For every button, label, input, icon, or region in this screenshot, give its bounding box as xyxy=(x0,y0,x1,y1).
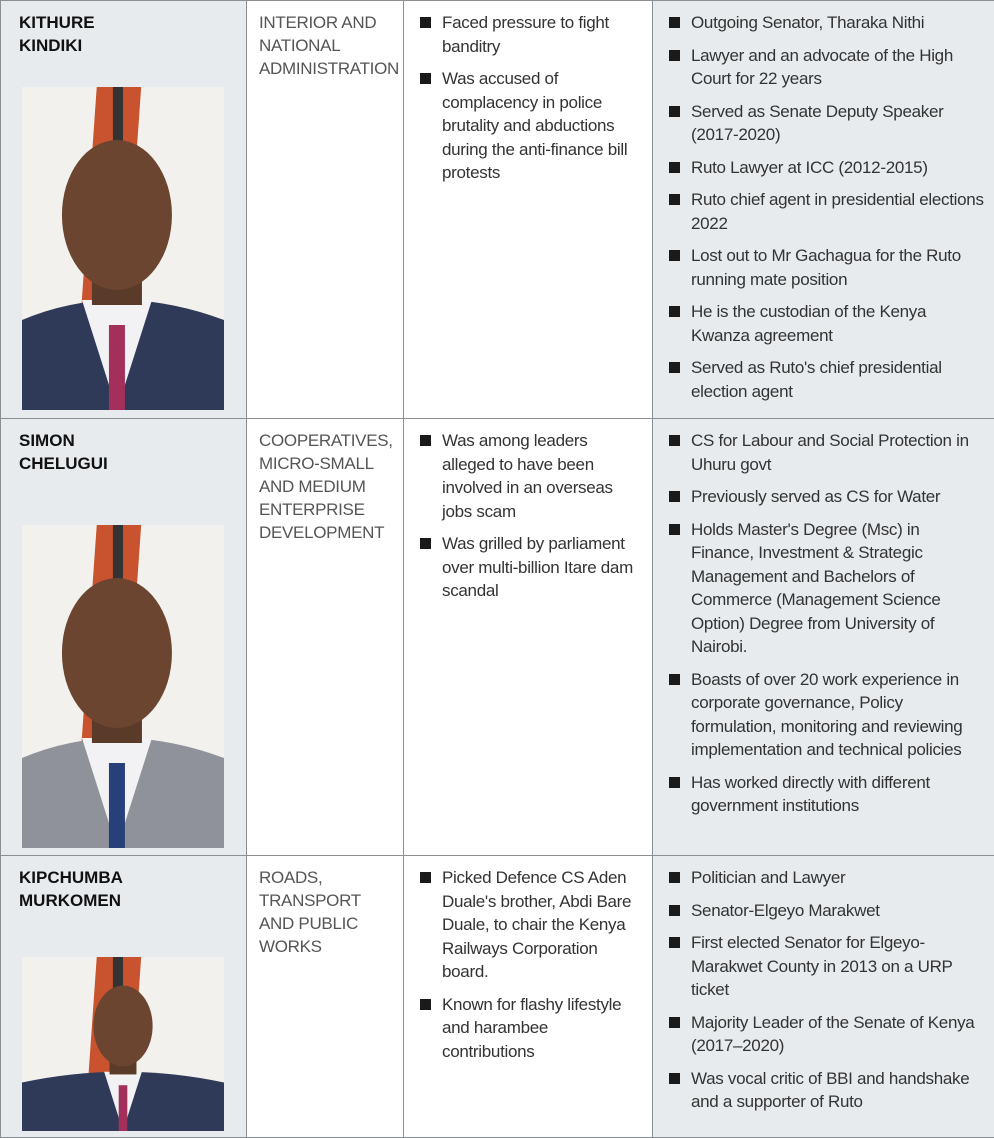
profile-item: Lawyer and an advocate of the High Court… xyxy=(665,44,984,91)
portrait-photo xyxy=(22,87,224,410)
profile-item: Served as Ruto's chief presidential elec… xyxy=(665,356,984,403)
profile-item: Previously served as CS for Water xyxy=(665,485,984,509)
profile-list: Politician and Lawyer Senator-Elgeyo Mara… xyxy=(665,866,984,1114)
table-row: SIMON CHELUGUI COOPERATIVES, MICRO-SMALL … xyxy=(1,419,994,856)
head xyxy=(93,986,152,1067)
issues-list: Faced pressure to fight banditry Was accu… xyxy=(416,11,642,185)
tie xyxy=(109,763,125,848)
table-row: KITHURE KINDIKI INTERIOR AND NATIONAL ADM… xyxy=(1,1,994,419)
profile-list: Outgoing Senator, Tharaka Nithi Lawyer an… xyxy=(665,11,984,403)
issue-item: Was grilled by parliament over multi-bil… xyxy=(416,532,642,603)
profile-item: Ruto chief agent in presidential electio… xyxy=(665,188,984,235)
profile-item: Holds Master's Degree (Msc) in Finance, … xyxy=(665,518,984,659)
issue-item: Known for flashy lifestyle and harambee … xyxy=(416,993,642,1064)
person-name: KITHURE KINDIKI xyxy=(19,11,139,57)
profile-list: CS for Labour and Social Protection in U… xyxy=(665,429,984,818)
ministry-cell: ROADS, TRANSPORT AND PUBLIC WORKS xyxy=(247,856,404,1138)
profile-cell: Politician and Lawyer Senator-Elgeyo Mara… xyxy=(653,856,994,1138)
issue-item: Was among leaders alleged to have been i… xyxy=(416,429,642,523)
profile-item: Outgoing Senator, Tharaka Nithi xyxy=(665,11,984,35)
ministry-cell: COOPERATIVES, MICRO-SMALL AND MEDIUM ENT… xyxy=(247,419,404,856)
ministry: INTERIOR AND NATIONAL ADMINISTRATION xyxy=(259,11,393,80)
issue-item: Faced pressure to fight banditry xyxy=(416,11,642,58)
name-cell: KITHURE KINDIKI xyxy=(1,1,247,419)
issues-cell: Picked Defence CS Aden Duale's brother, … xyxy=(404,856,653,1138)
profile-item: Senator-Elgeyo Marakwet xyxy=(665,899,984,923)
ministry-cell: INTERIOR AND NATIONAL ADMINISTRATION xyxy=(247,1,404,419)
issues-cell: Was among leaders alleged to have been i… xyxy=(404,419,653,856)
profile-item: CS for Labour and Social Protection in U… xyxy=(665,429,984,476)
profile-item: Lost out to Mr Gachagua for the Ruto run… xyxy=(665,244,984,291)
profile-item: Ruto Lawyer at ICC (2012-2015) xyxy=(665,156,984,180)
tie xyxy=(109,325,125,410)
profile-item: Served as Senate Deputy Speaker (2017-20… xyxy=(665,100,984,147)
profile-item: Was vocal critic of BBI and handshake an… xyxy=(665,1067,984,1114)
issues-list: Was among leaders alleged to have been i… xyxy=(416,429,642,603)
profile-cell: CS for Labour and Social Protection in U… xyxy=(653,419,994,856)
profile-item: Has worked directly with different gover… xyxy=(665,771,984,818)
head xyxy=(62,578,172,728)
profile-item: Majority Leader of the Senate of Kenya (… xyxy=(665,1011,984,1058)
profile-item: Politician and Lawyer xyxy=(665,866,984,890)
ministry: COOPERATIVES, MICRO-SMALL AND MEDIUM ENT… xyxy=(259,429,393,544)
portrait-photo xyxy=(22,525,224,848)
issue-item: Picked Defence CS Aden Duale's brother, … xyxy=(416,866,642,984)
issue-item: Was accused of complacency in police bru… xyxy=(416,67,642,185)
portrait-photo xyxy=(22,957,224,1131)
issues-list: Picked Defence CS Aden Duale's brother, … xyxy=(416,866,642,1063)
person-name: KIPCHUMBA MURKOMEN xyxy=(19,866,139,912)
profile-item: Boasts of over 20 work experience in cor… xyxy=(665,668,984,762)
ministry: ROADS, TRANSPORT AND PUBLIC WORKS xyxy=(259,866,393,958)
profile-item: First elected Senator for Elgeyo-Marakwe… xyxy=(665,931,984,1002)
table-row: KIPCHUMBA MURKOMEN ROADS, TRANSPORT AND P… xyxy=(1,856,994,1138)
person-name: SIMON CHELUGUI xyxy=(19,429,139,475)
tie xyxy=(119,1085,128,1131)
name-cell: SIMON CHELUGUI xyxy=(1,419,247,856)
head xyxy=(62,140,172,290)
profile-cell: Outgoing Senator, Tharaka Nithi Lawyer an… xyxy=(653,1,994,419)
issues-cell: Faced pressure to fight banditry Was accu… xyxy=(404,1,653,419)
profile-item: He is the custodian of the Kenya Kwanza … xyxy=(665,300,984,347)
name-cell: KIPCHUMBA MURKOMEN xyxy=(1,856,247,1138)
